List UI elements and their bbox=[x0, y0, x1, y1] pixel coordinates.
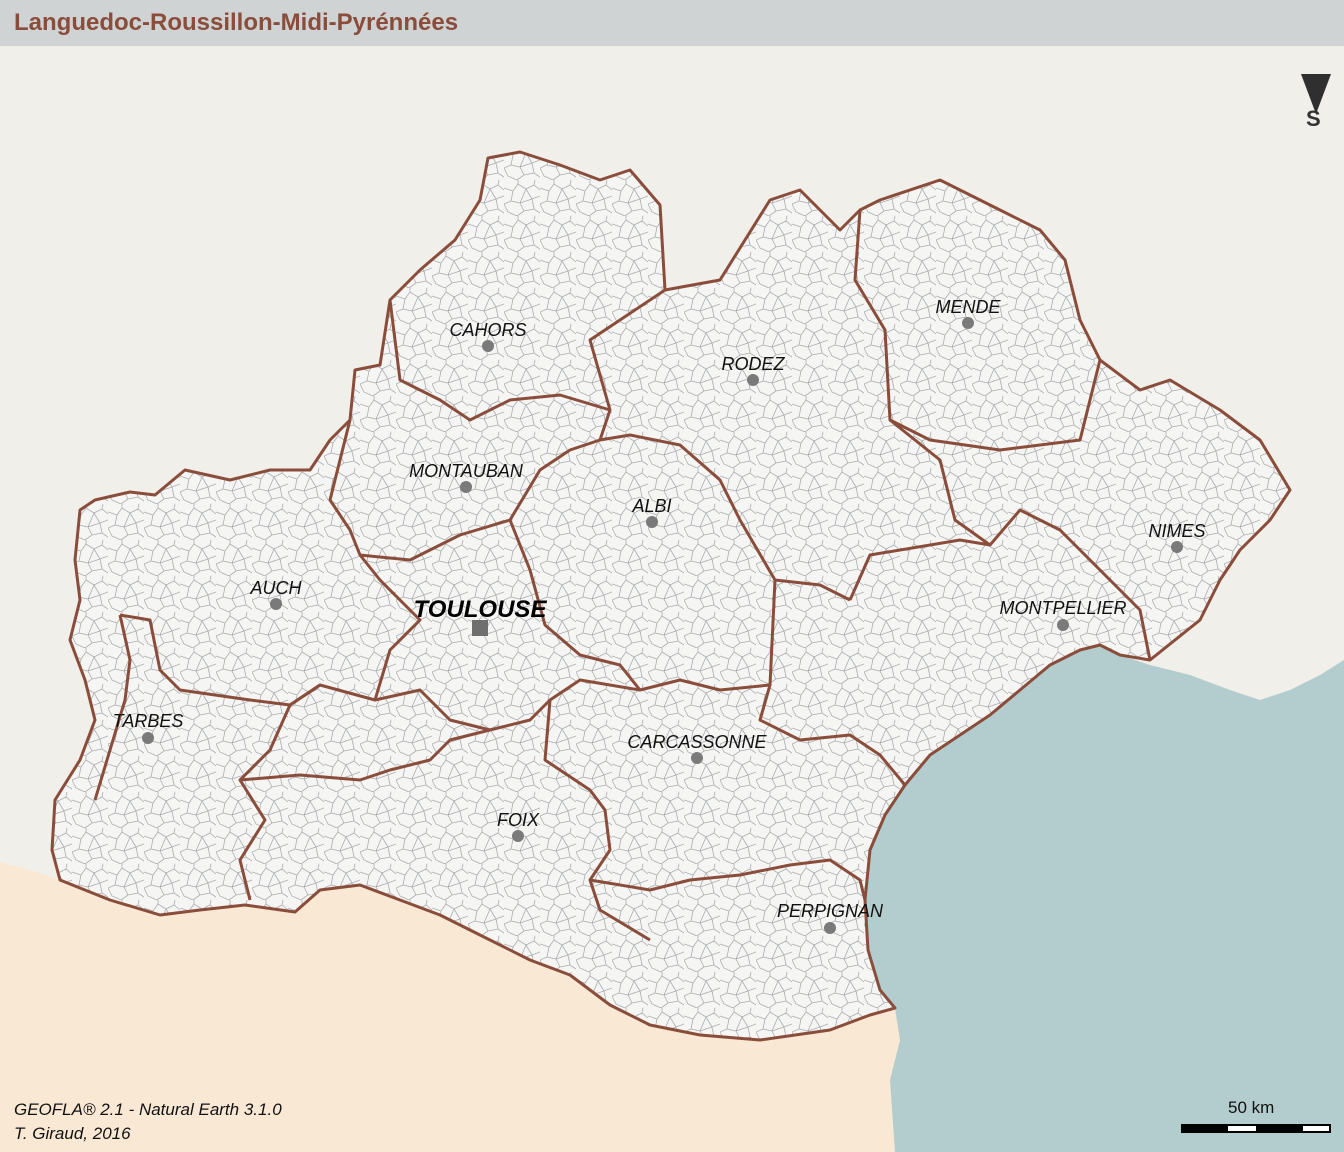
city-marker bbox=[962, 317, 974, 329]
scale-bar bbox=[1181, 1124, 1331, 1133]
city-label: CAHORS bbox=[449, 320, 526, 340]
city-label: MONTAUBAN bbox=[409, 461, 524, 481]
city-label: MONTPELLIER bbox=[999, 598, 1126, 618]
city-montauban: MONTAUBAN bbox=[409, 461, 524, 493]
city-label: PERPIGNAN bbox=[777, 901, 884, 921]
spain-area bbox=[0, 862, 900, 1152]
author-line: T. Giraud, 2016 bbox=[14, 1124, 131, 1143]
city-mende: MENDE bbox=[935, 297, 1001, 329]
city-albi: ALBI bbox=[631, 496, 672, 528]
header-bar: Languedoc-Roussillon-Midi-Pyrénnées bbox=[0, 0, 1344, 46]
city-foix: FOIX bbox=[497, 810, 540, 842]
region-outline bbox=[50, 150, 1292, 1042]
scale-label: 50 km bbox=[1228, 1098, 1275, 1117]
capital-marker bbox=[472, 620, 488, 636]
source-credits: GEOFLA® 2.1 - Natural Earth 3.1.0 T. Gir… bbox=[14, 1098, 282, 1146]
city-label: AUCH bbox=[249, 578, 302, 598]
city-marker bbox=[646, 516, 658, 528]
city-marker bbox=[512, 830, 524, 842]
city-auch: AUCH bbox=[249, 578, 302, 610]
city-marker bbox=[142, 732, 154, 744]
city-label: CARCASSONNE bbox=[627, 732, 767, 752]
city-label: FOIX bbox=[497, 810, 540, 830]
city-nimes: NIMES bbox=[1148, 521, 1206, 553]
city-carcassonne: CARCASSONNE bbox=[627, 732, 768, 764]
department-borders bbox=[93, 209, 1152, 942]
city-marker bbox=[691, 752, 703, 764]
city-toulouse: TOULOUSE bbox=[414, 596, 548, 636]
map-canvas: CAHORS RODEZ MENDE MONTAUBAN ALBI NIMES … bbox=[0, 150, 1344, 1152]
city-label: MENDE bbox=[935, 297, 1001, 317]
city-marker bbox=[747, 374, 759, 386]
map-title: Languedoc-Roussillon-Midi-Pyrénnées bbox=[14, 9, 459, 36]
city-marker bbox=[270, 598, 282, 610]
city-marker bbox=[482, 340, 494, 352]
city-marker bbox=[824, 922, 836, 934]
city-label: NIMES bbox=[1148, 521, 1205, 541]
north-arrow-letter: S bbox=[1306, 106, 1321, 131]
sea-area bbox=[865, 645, 1344, 1152]
city-label: TARBES bbox=[113, 711, 184, 731]
city-marker bbox=[1057, 619, 1069, 631]
city-label: RODEZ bbox=[722, 354, 786, 374]
city-rodez: RODEZ bbox=[722, 354, 786, 386]
city-cahors: CAHORS bbox=[449, 320, 527, 352]
city-marker bbox=[1171, 541, 1183, 553]
city-label: ALBI bbox=[631, 496, 671, 516]
north-arrow-icon bbox=[1301, 74, 1331, 114]
capital-label: TOULOUSE bbox=[414, 596, 548, 623]
city-montpellier: MONTPELLIER bbox=[999, 598, 1127, 631]
source-line: GEOFLA® 2.1 - Natural Earth 3.1.0 bbox=[14, 1100, 282, 1119]
city-tarbes: TARBES bbox=[113, 711, 184, 744]
city-marker bbox=[460, 481, 472, 493]
city-perpignan: PERPIGNAN bbox=[777, 901, 884, 934]
